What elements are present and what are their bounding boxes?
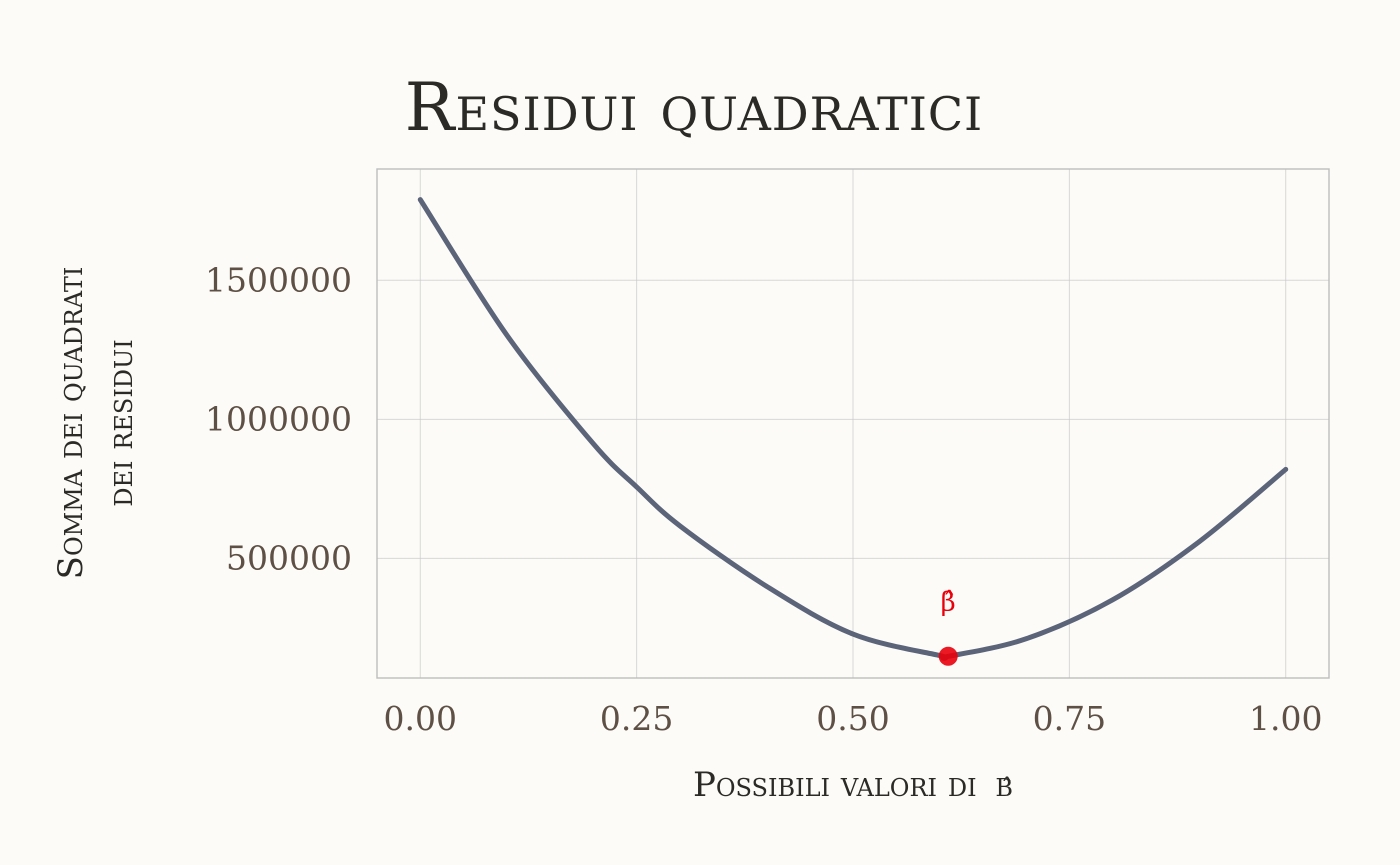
- beta-hat-label: β̂: [941, 587, 956, 617]
- beta-hat-point: [938, 646, 958, 666]
- x-axis-title-text: Possibili valori di: [693, 765, 977, 805]
- x-tick-label: 0.75: [1033, 699, 1106, 738]
- y-tick-label: 1000000: [205, 399, 352, 438]
- x-tick-label: 1.00: [1249, 699, 1322, 738]
- plot-panel-border: [376, 168, 1330, 679]
- annotation-layer: β̂: [938, 587, 958, 666]
- x-axis-title-symbol: β̂: [995, 765, 1013, 805]
- x-tick-label: 0.00: [384, 699, 457, 738]
- x-tick-label: 0.50: [816, 699, 889, 738]
- y-tick-label: 1500000: [205, 260, 352, 299]
- rss-curve: [417, 197, 1289, 661]
- grid: [377, 169, 1329, 678]
- y-axis-title-group: Somma dei quadrati dei residui: [51, 267, 141, 580]
- y-tick-label: 500000: [226, 538, 352, 577]
- x-axis-title-group: Possibili valori di β̂: [693, 765, 1013, 805]
- y-axis-ticks: 500000 1000000 1500000: [205, 260, 352, 577]
- x-axis-title: Possibili valori di β̂: [693, 765, 1013, 805]
- series-layer: [417, 197, 1289, 661]
- x-tick-label: 0.25: [600, 699, 673, 738]
- y-axis-title-line1: Somma dei quadrati: [51, 267, 91, 580]
- chart-title: Residui quadratici: [405, 69, 983, 146]
- x-axis-ticks: 0.00 0.25 0.50 0.75 1.00: [384, 699, 1323, 738]
- y-axis-title-line2: dei residui: [101, 339, 141, 507]
